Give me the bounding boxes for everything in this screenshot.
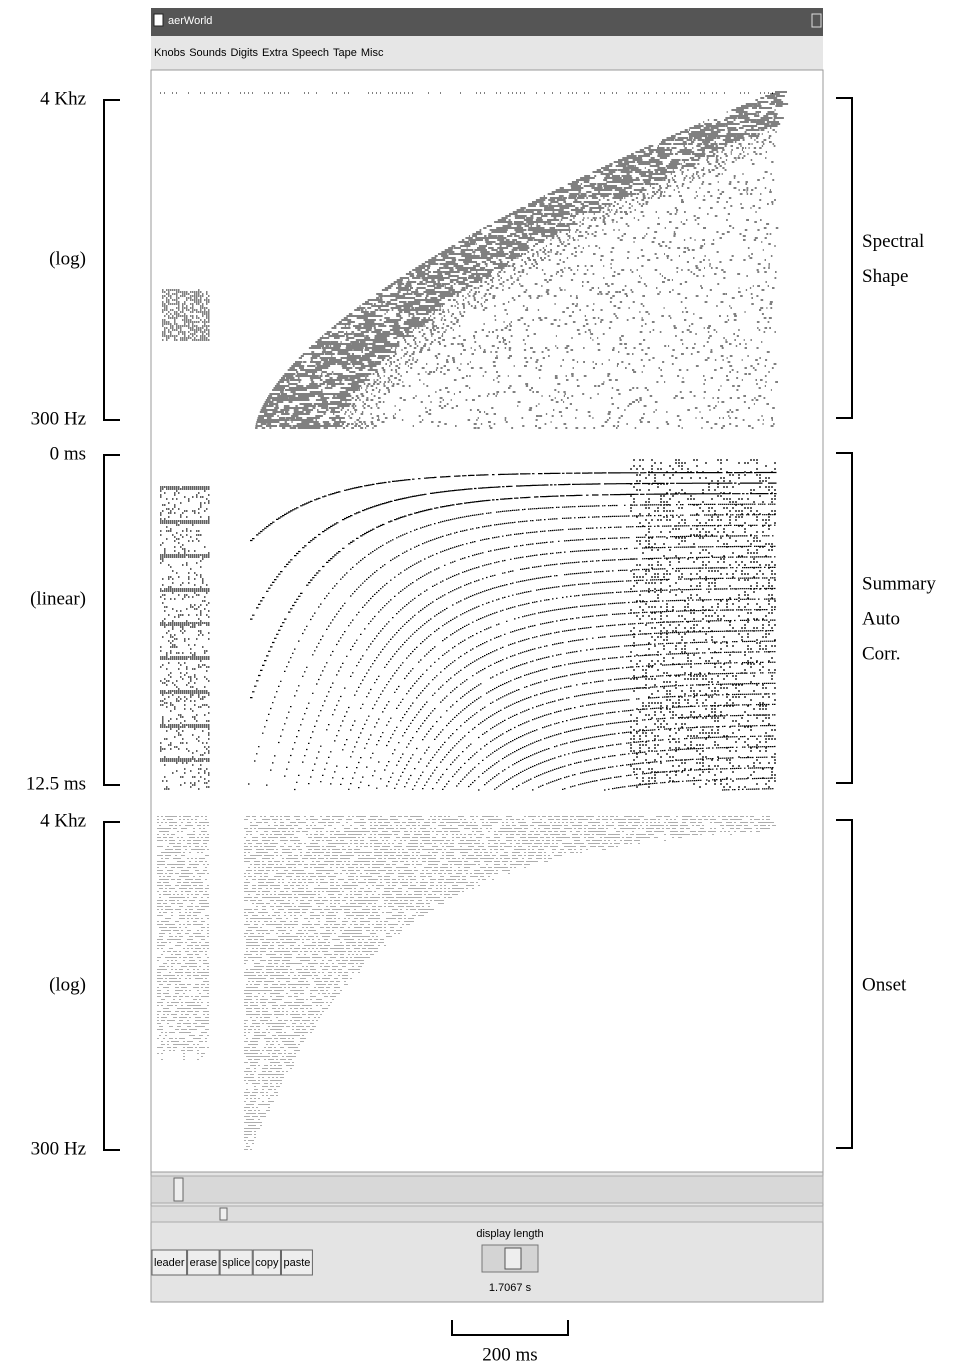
menu-item[interactable]: Sounds: [189, 47, 227, 59]
raster-plots: [157, 91, 789, 1150]
button-label[interactable]: paste: [283, 1257, 310, 1269]
window-button[interactable]: [811, 13, 822, 28]
panel-name: Corr.: [862, 643, 901, 664]
button-label[interactable]: leader: [154, 1257, 185, 1269]
axis-scale-label: (linear): [30, 588, 86, 609]
panel-name: Summary: [862, 573, 936, 594]
button-label[interactable]: copy: [255, 1257, 279, 1269]
menu-item[interactable]: Tape: [333, 47, 357, 59]
menu-bar: [151, 36, 823, 70]
axis-top-label: 0 ms: [50, 443, 86, 464]
button[interactable]: [280, 1249, 313, 1276]
axis-top-label: 4 Khz: [40, 88, 86, 109]
left-bracket: [103, 821, 120, 1151]
panel-name: Spectral: [862, 231, 924, 252]
slider-value: 1.7067 s: [489, 1282, 532, 1294]
button-label[interactable]: splice: [222, 1257, 250, 1269]
menu-item[interactable]: Extra: [262, 47, 289, 59]
scale-bar-label: 200 ms: [482, 1344, 537, 1365]
panel-name: Onset: [862, 974, 907, 995]
button[interactable]: [187, 1249, 220, 1276]
menu-item[interactable]: Speech: [292, 47, 329, 59]
axis-scale-label: (log): [49, 974, 86, 995]
right-bracket: [836, 452, 853, 784]
length-thumb[interactable]: [504, 1247, 522, 1270]
menu-item[interactable]: Knobs: [154, 47, 186, 59]
panel-name: Auto: [862, 608, 900, 629]
scrollbar[interactable]: [150, 1175, 824, 1204]
right-bracket: [836, 97, 853, 419]
spectral-raster: [160, 91, 789, 429]
axis-bottom-label: 300 Hz: [31, 1138, 86, 1159]
menu-item[interactable]: Misc: [361, 47, 384, 59]
onset-raster: [157, 816, 776, 1150]
slider-label: display length: [476, 1228, 543, 1240]
scale-bar: [451, 1320, 569, 1336]
axis-bottom-label: 12.5 ms: [26, 773, 86, 794]
button-label[interactable]: erase: [190, 1257, 218, 1269]
button[interactable]: [151, 1249, 188, 1276]
axis-bottom-label: 300 Hz: [31, 408, 86, 429]
right-bracket: [836, 819, 853, 1149]
axis-top-label: 4 Khz: [40, 810, 86, 831]
left-bracket: [103, 99, 120, 421]
axis-scale-label: (log): [49, 248, 86, 269]
display-area: [150, 69, 824, 1173]
menu-item[interactable]: Digits: [231, 47, 259, 59]
position-thumb[interactable]: [219, 1207, 228, 1221]
left-bracket: [103, 454, 120, 786]
button[interactable]: [252, 1249, 281, 1276]
panel-name: Shape: [862, 266, 908, 287]
window-menu-icon[interactable]: [153, 13, 164, 27]
window-title: aerWorld: [168, 15, 212, 27]
position-slider[interactable]: [150, 1205, 824, 1223]
autocorr-raster: [160, 459, 777, 791]
scroll-thumb[interactable]: [173, 1177, 184, 1202]
title-bar: [151, 8, 823, 36]
button[interactable]: [219, 1249, 253, 1276]
